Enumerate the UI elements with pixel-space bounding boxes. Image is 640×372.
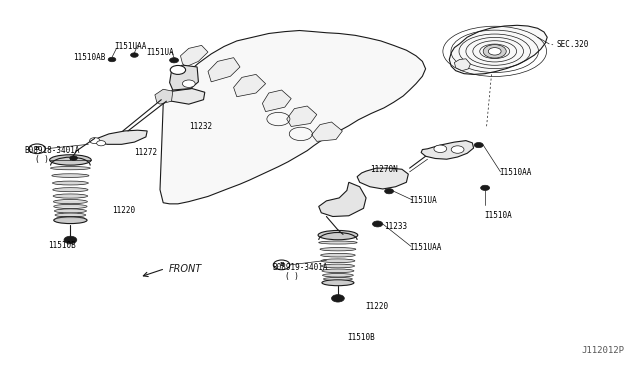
Ellipse shape	[323, 273, 353, 277]
Ellipse shape	[53, 194, 88, 198]
Circle shape	[70, 156, 77, 160]
Ellipse shape	[321, 264, 355, 268]
Circle shape	[474, 142, 483, 148]
Circle shape	[108, 57, 116, 62]
Text: B: B	[279, 262, 284, 267]
Text: 11510B: 11510B	[48, 241, 76, 250]
Polygon shape	[170, 65, 198, 90]
Text: ( ): ( )	[35, 155, 49, 164]
Circle shape	[170, 65, 186, 74]
Ellipse shape	[55, 213, 86, 217]
Circle shape	[97, 141, 106, 146]
Polygon shape	[319, 182, 366, 217]
Circle shape	[385, 189, 394, 194]
Circle shape	[332, 295, 344, 302]
Ellipse shape	[50, 155, 92, 165]
Text: I151UAA: I151UAA	[410, 243, 442, 252]
Polygon shape	[357, 168, 408, 189]
Text: ( ): ( )	[285, 272, 299, 280]
Circle shape	[170, 58, 179, 63]
Text: B08918-3401A: B08918-3401A	[24, 146, 80, 155]
Text: I151UAA: I151UAA	[114, 42, 147, 51]
Text: 11232: 11232	[189, 122, 212, 131]
Polygon shape	[208, 58, 240, 82]
Circle shape	[182, 80, 195, 87]
Ellipse shape	[318, 230, 358, 240]
Polygon shape	[454, 59, 470, 71]
Text: I1510A: I1510A	[484, 211, 511, 220]
Circle shape	[64, 236, 77, 244]
Polygon shape	[421, 141, 474, 159]
Text: FRONT: FRONT	[168, 264, 202, 273]
Circle shape	[131, 53, 138, 57]
Text: SEC.320: SEC.320	[557, 40, 589, 49]
Circle shape	[481, 185, 490, 190]
Polygon shape	[93, 130, 147, 144]
Text: 11510AB: 11510AB	[74, 53, 106, 62]
Polygon shape	[287, 106, 317, 126]
Ellipse shape	[321, 259, 355, 263]
Text: I1510AA: I1510AA	[499, 169, 532, 177]
Text: 11220: 11220	[112, 206, 135, 215]
Polygon shape	[155, 89, 173, 104]
Polygon shape	[180, 45, 208, 67]
Ellipse shape	[54, 204, 87, 209]
Ellipse shape	[53, 188, 88, 192]
Text: I1220: I1220	[365, 302, 388, 311]
Ellipse shape	[320, 248, 356, 251]
Polygon shape	[160, 31, 426, 204]
Ellipse shape	[322, 280, 354, 286]
Ellipse shape	[54, 209, 86, 213]
Text: J112012P: J112012P	[581, 346, 624, 355]
Ellipse shape	[319, 241, 357, 244]
Circle shape	[90, 138, 100, 144]
Ellipse shape	[52, 174, 89, 177]
Text: I151UA: I151UA	[146, 48, 173, 57]
Text: I1510B: I1510B	[347, 333, 374, 342]
Ellipse shape	[56, 217, 84, 220]
Circle shape	[372, 221, 383, 227]
Ellipse shape	[324, 278, 352, 280]
Ellipse shape	[54, 217, 87, 224]
Polygon shape	[449, 25, 547, 74]
Ellipse shape	[321, 253, 355, 257]
Text: 11272: 11272	[134, 148, 157, 157]
Ellipse shape	[322, 269, 354, 273]
Circle shape	[434, 145, 447, 153]
Polygon shape	[234, 74, 266, 97]
Text: I151UA: I151UA	[410, 196, 437, 205]
Ellipse shape	[52, 181, 88, 185]
Polygon shape	[161, 89, 205, 104]
Circle shape	[483, 45, 506, 58]
Circle shape	[451, 146, 464, 153]
Text: 11270N: 11270N	[370, 165, 397, 174]
Text: B: B	[35, 146, 40, 151]
Polygon shape	[312, 122, 342, 141]
Ellipse shape	[54, 199, 88, 204]
Polygon shape	[262, 90, 291, 112]
Ellipse shape	[51, 167, 90, 170]
Text: 11233: 11233	[384, 222, 407, 231]
Text: B08919-3401A: B08919-3401A	[273, 263, 328, 272]
Circle shape	[488, 48, 501, 55]
